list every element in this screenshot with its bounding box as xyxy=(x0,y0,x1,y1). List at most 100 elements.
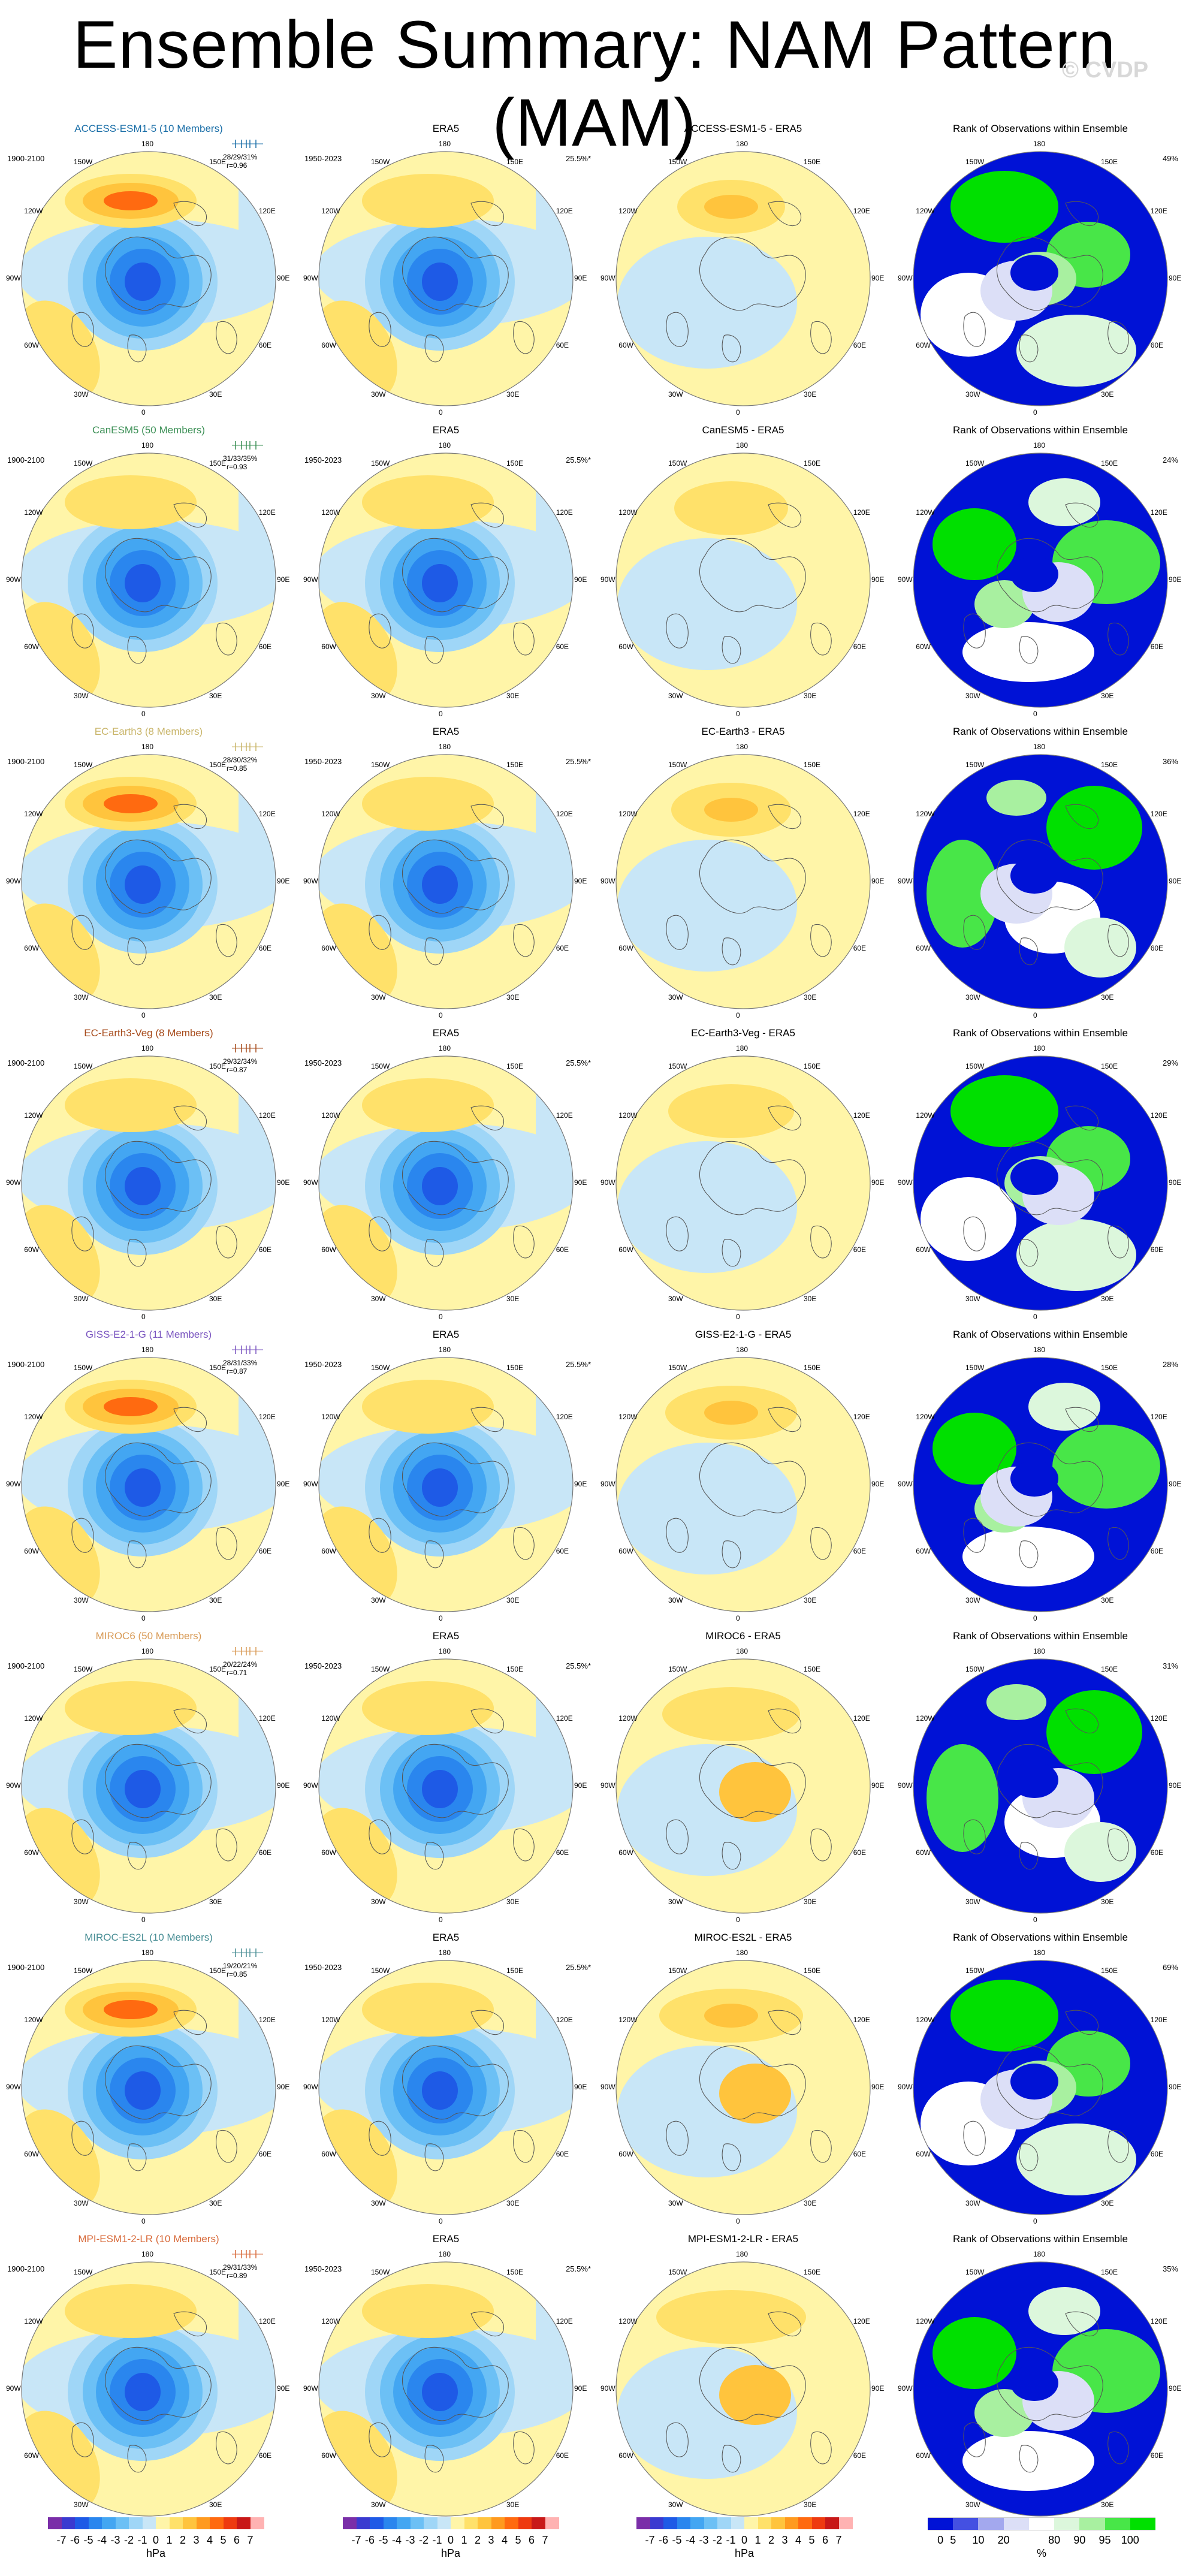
colorbar-swatch xyxy=(518,2517,532,2529)
longitude-label: 120W xyxy=(916,810,935,818)
longitude-label: 120W xyxy=(24,2317,43,2325)
colorbar-tick: 80 xyxy=(1048,2534,1061,2546)
colorbar-swatch xyxy=(464,2517,478,2529)
longitude-label: 60E xyxy=(1150,944,1164,952)
model-title: CanESM5 (50 Members) xyxy=(92,424,205,436)
polar-map xyxy=(615,1357,871,1612)
model-title: EC-Earth3 (8 Members) xyxy=(94,726,203,737)
era5-period: 1950-2023 xyxy=(304,1058,342,1067)
colorbar-swatch xyxy=(410,2517,424,2529)
era5-period: 1950-2023 xyxy=(304,1963,342,1972)
colorbar-swatch xyxy=(1028,2517,1055,2530)
colorbar-tick: -4 xyxy=(96,2534,107,2546)
pattern-correlation: r=0.85 xyxy=(227,764,248,773)
longitude-label: 30E xyxy=(804,691,817,700)
longitude-label: 30E xyxy=(1101,2198,1114,2207)
pc-variance-stats: 28/31/33% xyxy=(223,1359,258,1367)
longitude-label: 90W xyxy=(303,1480,318,1488)
colorbar-swatch xyxy=(1054,2517,1080,2530)
colorbar-swatch xyxy=(88,2517,102,2529)
longitude-label: 120W xyxy=(24,1111,43,1120)
longitude-label: 90E xyxy=(1169,2083,1182,2091)
longitude-label: 0 xyxy=(1033,2217,1037,2225)
longitude-label: 120E xyxy=(556,2016,573,2024)
colorbar-swatch xyxy=(478,2517,491,2529)
longitude-label: 30W xyxy=(965,691,980,700)
longitude-label: 90E xyxy=(277,1178,290,1187)
era5-variance: 25.5%* xyxy=(566,2264,591,2273)
longitude-label: 30E xyxy=(506,1595,520,1604)
colorbar-tick: -4 xyxy=(391,2534,402,2546)
colorbar-tick: 3 xyxy=(193,2534,200,2546)
longitude-label: 120W xyxy=(24,1413,43,1421)
longitude-label: 120E xyxy=(1150,1413,1167,1421)
colorbar-swatch xyxy=(744,2517,758,2529)
longitude-label: 150W xyxy=(371,2268,390,2277)
longitude-label: 90E xyxy=(574,1781,587,1790)
page-title: Ensemble Summary: NAM Pattern (MAM) xyxy=(73,7,1116,160)
era5-title: ERA5 xyxy=(432,123,460,134)
longitude-label: 60E xyxy=(556,1848,569,1857)
longitude-label: 60E xyxy=(258,1245,272,1254)
longitude-label: 150E xyxy=(1101,1364,1118,1373)
longitude-label: 60E xyxy=(258,341,272,349)
colorbar-swatch xyxy=(771,2517,785,2529)
longitude-label: 90E xyxy=(1169,575,1182,584)
pc-variance-stats: 31/33/35% xyxy=(223,454,258,463)
rank-title: Rank of Observations within Ensemble xyxy=(953,726,1128,737)
rank-title: Rank of Observations within Ensemble xyxy=(953,2233,1128,2245)
longitude-label: 90E xyxy=(871,274,885,282)
longitude-label: 60W xyxy=(24,944,39,952)
longitude-label: 150W xyxy=(74,1966,93,1975)
model-title: ACCESS-ESM1-5 (10 Members) xyxy=(74,123,223,134)
colorbar-swatch xyxy=(636,2517,650,2529)
longitude-label: 0 xyxy=(439,2217,443,2225)
longitude-label: 90E xyxy=(574,1480,587,1488)
era5-variance: 25.5%* xyxy=(566,1360,591,1369)
era5-variance: 25.5%* xyxy=(566,757,591,766)
colorbar-swatch xyxy=(690,2517,704,2529)
longitude-label: 180 xyxy=(736,2250,749,2258)
era5-panel: 180150E120E90E60E30E030W60W90W120W150WER… xyxy=(297,2233,594,2535)
difference-panel: 180 150E 120E 90E 60E 30E 0 30W 60W 90W 120W 150W MI… xyxy=(594,1630,892,1932)
longitude-label: 60W xyxy=(618,1848,633,1857)
colorbar-tick: 6 xyxy=(528,2534,535,2546)
longitude-label: 60W xyxy=(24,1547,39,1555)
longitude-label: 90E xyxy=(574,1178,587,1187)
longitude-label: 30W xyxy=(74,2198,89,2207)
longitude-label: 60E xyxy=(1150,1245,1164,1254)
model-panel: 180150E120E90E60E30E030W60W90W120W150WMP… xyxy=(0,2233,297,2535)
longitude-label: 60E xyxy=(1150,2451,1164,2460)
colorbar-swatch xyxy=(437,2517,451,2529)
colorbar-tick: 7 xyxy=(835,2534,842,2546)
longitude-label: 90W xyxy=(600,575,615,584)
polar-map xyxy=(615,453,871,708)
colorbar-difference: -7 -6 -5 -4 -3 -2 -1 0 1 2 3 4 5 6 7 hPa xyxy=(636,2517,853,2559)
colorbar-unit: hPa xyxy=(146,2547,166,2559)
longitude-label: 0 xyxy=(1033,1614,1037,1622)
member-spread-icon xyxy=(232,743,263,751)
colorbar-swatch xyxy=(129,2517,143,2529)
colorbar-tick: -5 xyxy=(83,2534,93,2546)
colorbar-swatch xyxy=(1104,2517,1131,2530)
longitude-label: 150W xyxy=(74,761,93,770)
pattern-correlation: r=0.96 xyxy=(227,161,248,170)
polar-map xyxy=(21,1658,276,1914)
longitude-label: 0 xyxy=(1033,710,1037,718)
longitude-label: 60E xyxy=(853,2150,867,2158)
model-period: 1900-2100 xyxy=(7,1360,45,1369)
longitude-label: 180 xyxy=(736,1948,749,1957)
colorbar-tick: 95 xyxy=(1099,2534,1111,2546)
longitude-label: 0 xyxy=(141,1916,146,1924)
colorbar-tick: 10 xyxy=(972,2534,985,2546)
difference-panel: 180 150E 120E 90E 60E 30E 0 30W 60W 90W 120W 150W AC… xyxy=(594,123,892,424)
longitude-label: 60W xyxy=(321,2150,336,2158)
longitude-label: 150E xyxy=(209,158,227,167)
longitude-label: 150E xyxy=(804,1966,821,1975)
longitude-label: 30E xyxy=(1101,1294,1114,1303)
longitude-label: 30W xyxy=(74,1595,89,1604)
era5-title: ERA5 xyxy=(432,1630,460,1642)
longitude-label: 120E xyxy=(1150,2016,1167,2024)
era5-period: 1950-2023 xyxy=(304,1661,342,1670)
longitude-label: 30E xyxy=(804,2198,817,2207)
